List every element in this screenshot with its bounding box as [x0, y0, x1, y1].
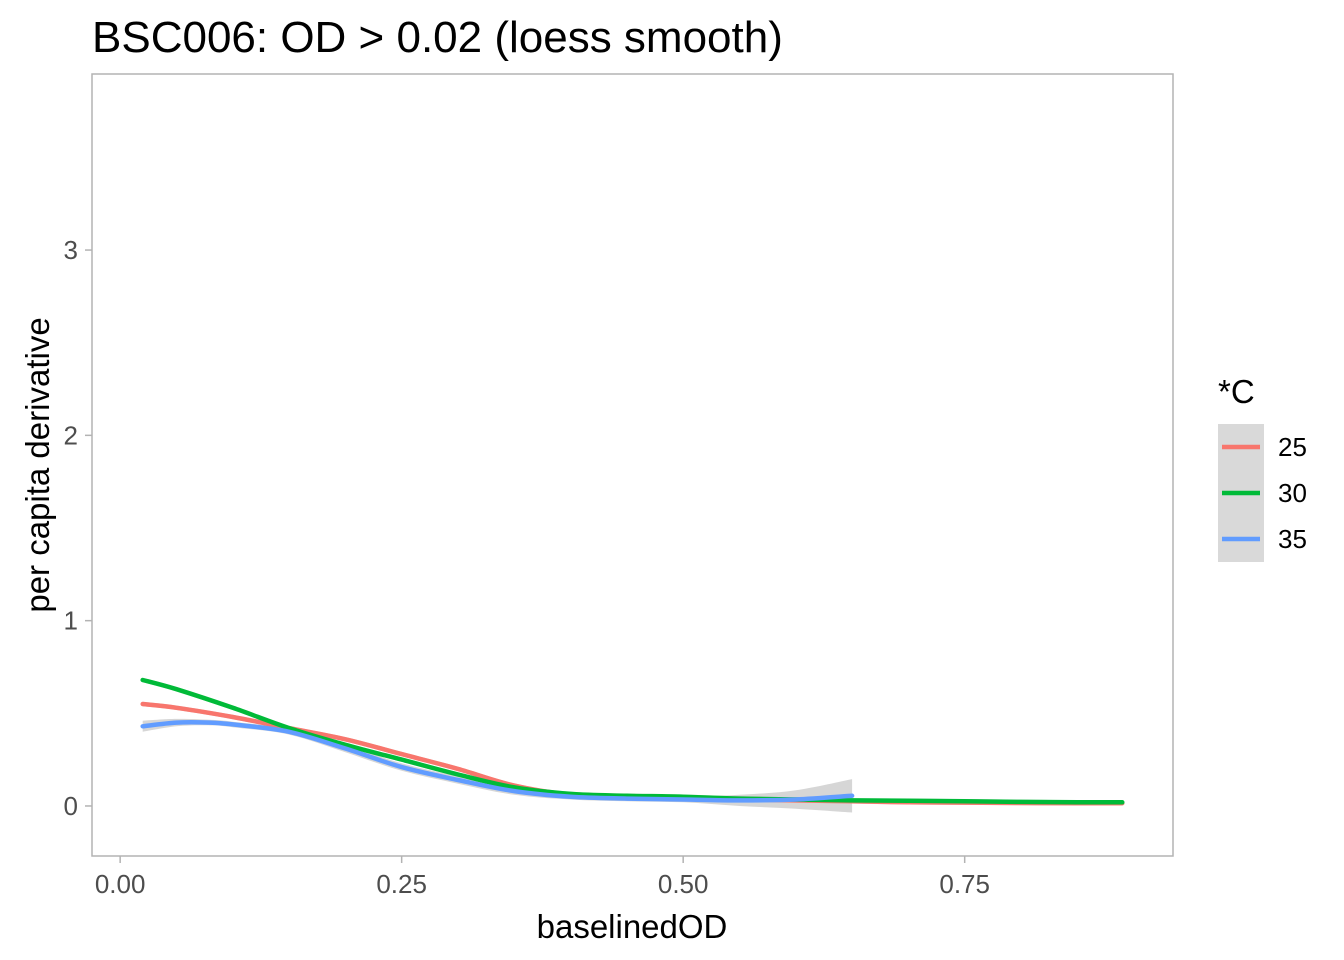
- series-line-35: [140, 720, 855, 803]
- panel-border: [91, 73, 1174, 857]
- x-tick-label: 0.50: [658, 869, 709, 899]
- x-axis-title: baselinedOD: [537, 908, 728, 945]
- plot-panel: [91, 73, 1174, 857]
- chart-title: BSC006: OD > 0.02 (loess smooth): [92, 13, 783, 62]
- legend: *C 25 30 35: [1218, 373, 1307, 562]
- legend-title: *C: [1218, 373, 1255, 410]
- y-tick-label: 1: [64, 606, 78, 636]
- legend-label-25: 25: [1278, 432, 1307, 462]
- x-tick-label: 0.25: [376, 869, 427, 899]
- confidence-band-25: [142, 701, 1123, 806]
- y-tick-label: 0: [64, 791, 78, 821]
- confidence-band-30: [142, 677, 1123, 805]
- y-tick-label: 2: [64, 420, 78, 450]
- y-axis: 0 1 2 3: [64, 235, 92, 821]
- series-line-25: [140, 701, 1125, 806]
- y-axis-title: per capita derivative: [19, 317, 56, 612]
- legend-label-35: 35: [1278, 524, 1307, 554]
- series-line-30: [140, 677, 1125, 805]
- legend-label-30: 30: [1278, 478, 1307, 508]
- x-axis: 0.00 0.25 0.50 0.75: [95, 856, 990, 899]
- x-tick-label: 0.00: [95, 869, 146, 899]
- x-tick-label: 0.75: [939, 869, 990, 899]
- y-tick-label: 3: [64, 235, 78, 265]
